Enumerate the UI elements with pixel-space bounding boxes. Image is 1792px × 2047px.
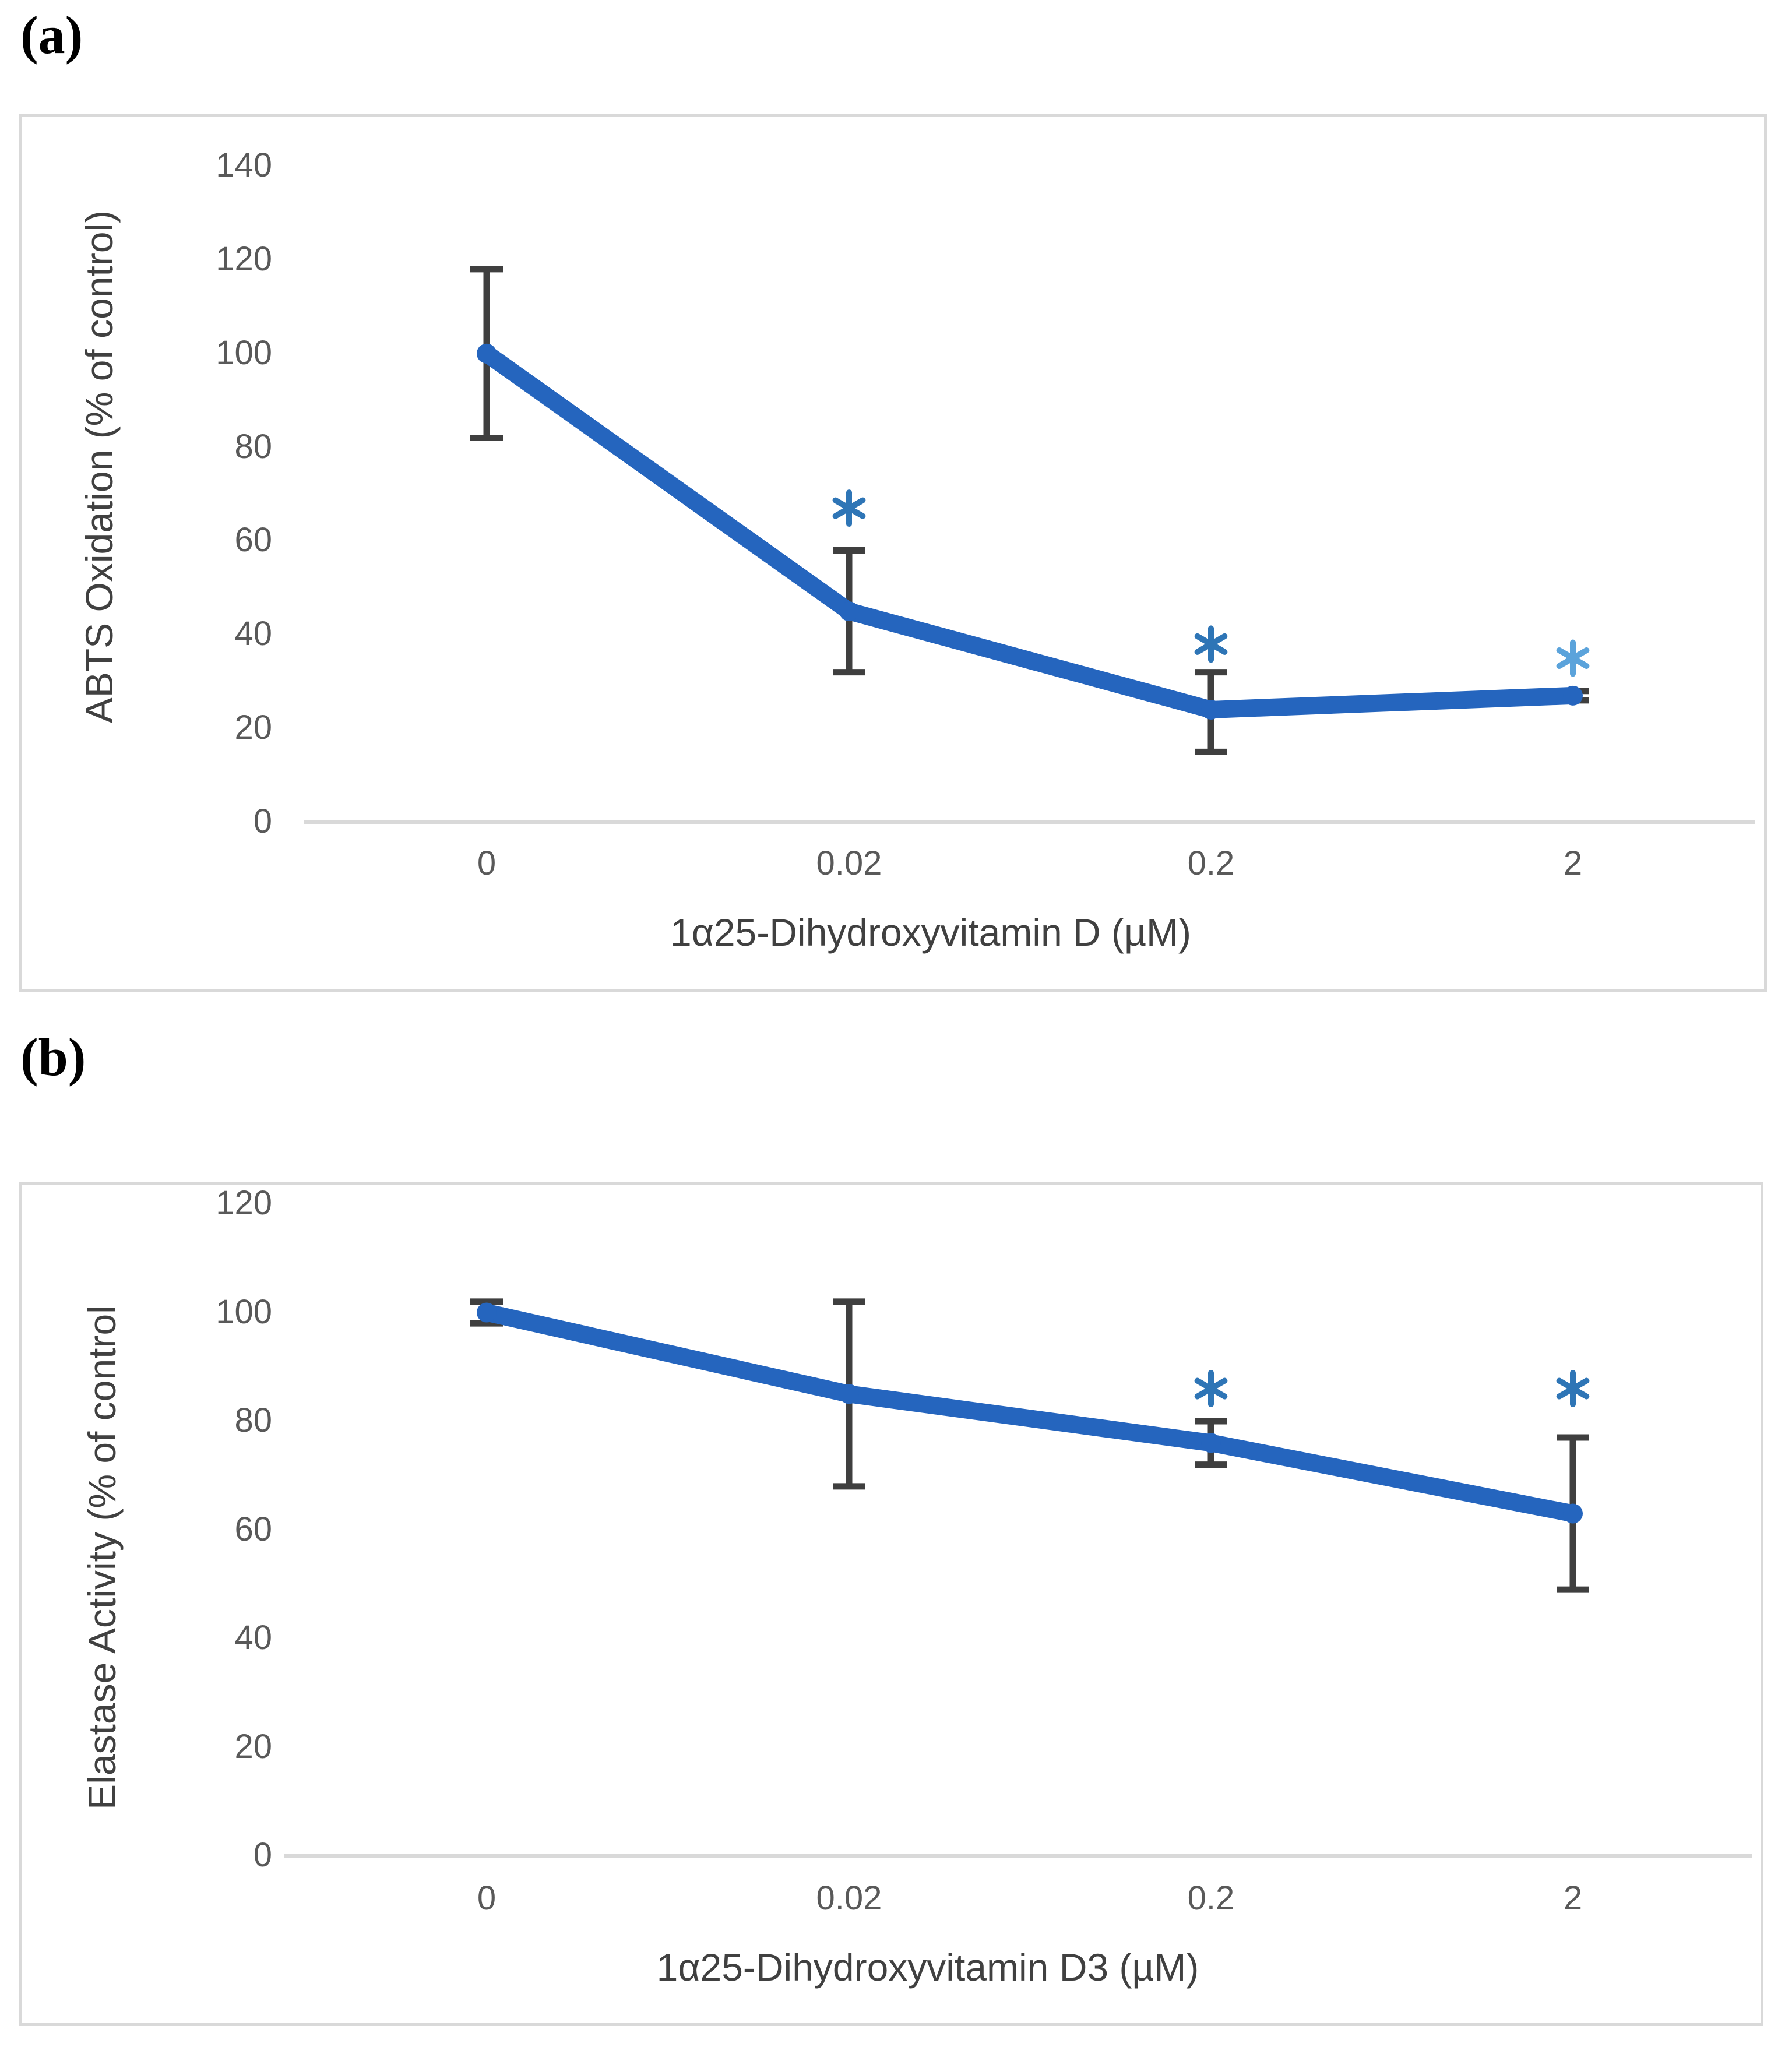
y-tick-label: 80: [234, 427, 272, 466]
data-point-marker: [1201, 699, 1221, 720]
panel-label-a: (a): [20, 5, 83, 65]
data-point-marker: [839, 601, 859, 622]
data-point-marker: [477, 343, 497, 364]
data-line: [478, 344, 1582, 718]
data-point-marker: [1563, 1503, 1583, 1524]
significance-asterisk: [832, 489, 866, 527]
y-tick-label: 100: [216, 1292, 272, 1331]
x-tick-label: 0.02: [816, 844, 882, 882]
y-tick-label: 0: [253, 1835, 272, 1874]
x-tick-label: 0.02: [816, 1879, 882, 1917]
significance-asterisk: [1556, 639, 1590, 677]
y-tick-label: 80: [234, 1401, 272, 1439]
data-line: [478, 1303, 1582, 1523]
x-tick-label: 0.2: [1187, 1879, 1235, 1917]
y-tick-label: 100: [216, 333, 272, 372]
plot-area: [284, 1298, 1752, 1858]
y-tick-label: 20: [234, 1727, 272, 1766]
y-axis-title: Elastase Activity (% of control: [80, 1305, 124, 1810]
data-point-marker: [1563, 685, 1583, 706]
y-tick-label: 60: [234, 521, 272, 559]
x-axis-title: 1α25-Dihydroxyvitamin D (µM): [670, 911, 1192, 954]
chart-panel-a: 0 20 40 60 80 100 120 140 0 0.02 0.2 2 ABTS Oxidatio…: [19, 114, 1767, 992]
data-point-marker: [1201, 1433, 1221, 1453]
y-tick-label: 40: [234, 1618, 272, 1657]
significance-asterisk: [1194, 625, 1228, 663]
y-tick-label: 120: [216, 1183, 272, 1222]
x-tick-label: 0: [477, 1879, 497, 1917]
y-tick-label: 40: [234, 615, 272, 653]
x-tick-label: 0: [477, 844, 497, 882]
y-tick-label: 140: [216, 146, 272, 184]
y-axis-title: ABTS Oxidation (% of control): [78, 210, 121, 724]
data-point-marker: [839, 1384, 859, 1404]
plot-area: [304, 266, 1755, 824]
panel-label-b: (b): [20, 1027, 86, 1087]
y-tick-label: 20: [234, 708, 272, 746]
data-point-marker: [477, 1302, 497, 1323]
x-tick-label: 0.2: [1187, 844, 1235, 882]
y-tick-label: 60: [234, 1510, 272, 1548]
x-tick-label: 2: [1563, 844, 1583, 882]
x-axis-title: 1α25-Dihydroxyvitamin D3 (µM): [656, 1946, 1199, 1989]
significance-asterisk: [1194, 1370, 1228, 1408]
x-tick-label: 2: [1563, 1879, 1583, 1917]
significance-asterisk: [1556, 1370, 1590, 1408]
y-tick-label: 120: [216, 239, 272, 278]
y-tick-label: 0: [253, 802, 272, 840]
chart-panel-b: 0 20 40 60 80 100 120 0 0.02 0.2 2 Elastase Activit…: [19, 1182, 1763, 2026]
